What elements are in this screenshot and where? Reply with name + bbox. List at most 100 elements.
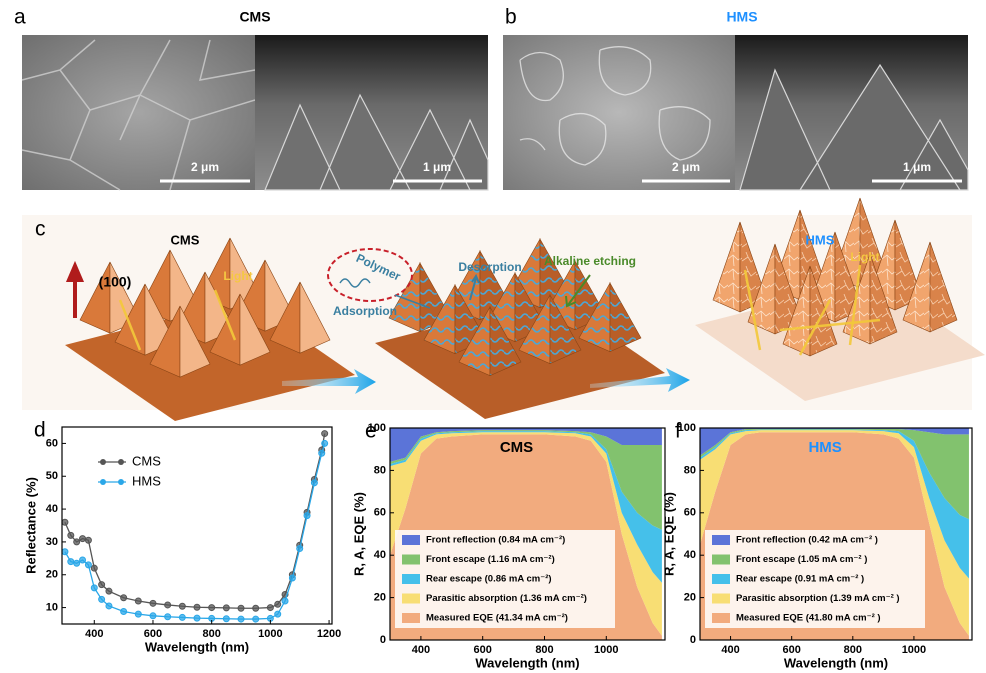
y-axis-label: R, A, EQE (%) (351, 492, 366, 576)
pyramid-face (179, 305, 211, 378)
adsorption-arrow (394, 294, 431, 309)
x-tick-label: 1000 (258, 628, 282, 640)
legend-swatch (402, 613, 420, 623)
x-tick-label: 600 (144, 628, 162, 640)
orientation-arrow (65, 260, 85, 318)
data-point (79, 556, 87, 564)
data-point (67, 558, 75, 566)
desorption-label: Desorption (458, 260, 521, 274)
panel-label: b (505, 6, 517, 29)
x-axis-label: Wavelength (nm) (475, 655, 579, 670)
x-tick-label: 600 (474, 644, 492, 656)
light-ray (743, 269, 762, 351)
data-point (120, 594, 128, 602)
area-segment (700, 430, 969, 636)
panel-label: f (675, 420, 681, 443)
polymer-chain (339, 278, 371, 288)
data-point (288, 574, 296, 582)
axes-frame (389, 427, 666, 641)
x-tick-label: 600 (783, 644, 801, 656)
pyramids (739, 63, 969, 191)
x-tick-label: 800 (535, 644, 553, 656)
axes-frame (61, 426, 333, 625)
x-tick-label: 1200 (317, 628, 341, 640)
scale-label: 1 μm (423, 160, 451, 174)
facet-label: (100) (99, 274, 132, 290)
legend-label: HMS (132, 473, 161, 488)
pyramid-face (489, 305, 522, 377)
legend-label: CMS (132, 453, 161, 468)
data-point (310, 479, 318, 487)
etching-arrow (565, 274, 591, 308)
polymer-ellipse (327, 248, 413, 302)
data-point (120, 608, 128, 616)
data-point (149, 612, 157, 620)
data-point (321, 430, 329, 438)
x-axis-label: Wavelength (nm) (784, 655, 888, 670)
y-tick-label: 80 (374, 464, 386, 476)
y-tick-label: 80 (684, 464, 696, 476)
data-point (73, 559, 81, 567)
data-point (73, 538, 81, 546)
data-point (208, 604, 216, 612)
schematic-title: CMS (171, 232, 200, 247)
legend-swatch (712, 574, 730, 584)
sem-image (22, 35, 255, 190)
y-axis-label: Reflectance (%) (23, 477, 38, 574)
legend-box (705, 530, 925, 628)
x-tick-label: 1000 (902, 644, 926, 656)
process-arrow (590, 368, 690, 392)
data-point (252, 615, 260, 623)
data-point (178, 613, 186, 621)
data-point (84, 536, 92, 544)
legend-marker (100, 479, 106, 485)
y-tick-label: 60 (684, 507, 696, 519)
y-tick-label: 20 (374, 592, 386, 604)
data-point (105, 587, 113, 595)
panel-title: HMS (726, 9, 757, 25)
legend-marker (100, 459, 106, 465)
data-point (61, 518, 69, 526)
data-point (134, 597, 142, 605)
area-segment (390, 432, 662, 636)
legend-marker (118, 459, 124, 465)
x-tick-label: 400 (412, 644, 430, 656)
legend-label: Front reflection (0.84 mA cm⁻²) (426, 535, 565, 546)
y-tick-label: 20 (46, 569, 58, 581)
area-segment (700, 428, 969, 456)
legend-swatch (712, 593, 730, 604)
light-ray (798, 299, 832, 356)
data-point (274, 600, 282, 608)
legend-label: Front reflection (0.42 mA cm⁻² ) (736, 535, 878, 546)
legend-label: Parasitic absorption (1.39 mA cm⁻² ) (736, 593, 900, 604)
data-point (164, 613, 172, 621)
y-tick-label: 60 (46, 437, 58, 449)
y-tick-label: 20 (684, 592, 696, 604)
data-point (193, 603, 201, 611)
legend-label: Measured EQE (41.34 mA cm⁻²) (426, 613, 568, 624)
data-point (149, 599, 157, 607)
legend-marker (118, 479, 124, 485)
data-point (61, 548, 69, 556)
legend-swatch (712, 554, 730, 565)
data-point (296, 544, 304, 552)
pyramid-face (929, 241, 958, 333)
light-label: Light (850, 250, 879, 264)
data-point (274, 610, 282, 618)
panel-title: CMS (239, 9, 270, 25)
pyramid-face (239, 293, 271, 366)
data-point (193, 614, 201, 622)
light-ray (779, 318, 881, 332)
x-tick-label: 800 (844, 644, 862, 656)
data-point (90, 564, 98, 572)
scale-label: 2 μm (191, 160, 219, 174)
sem-image (503, 35, 735, 190)
light-ray (848, 264, 862, 346)
panel-label: e (365, 420, 377, 443)
y-tick-label: 0 (690, 634, 696, 646)
data-point (303, 512, 311, 520)
panel-label: d (34, 419, 46, 442)
data-point (178, 602, 186, 610)
pyramid-face (609, 281, 642, 353)
panel-label: c (35, 218, 46, 241)
